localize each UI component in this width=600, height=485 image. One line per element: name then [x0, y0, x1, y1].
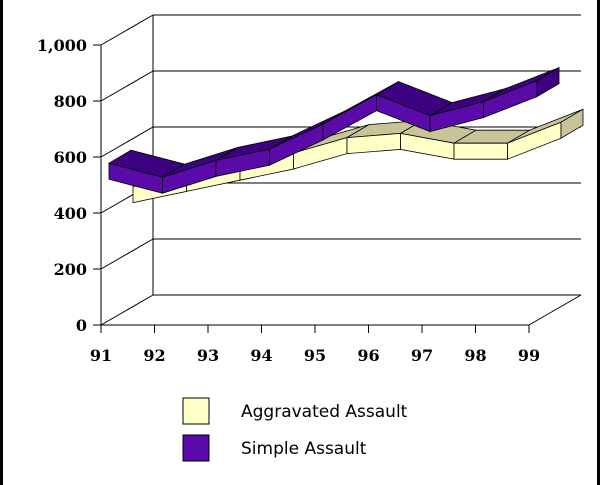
chart: 0 200 400 600 800 1,000 91 92 93 94 95 96 97 98 99 Agg…	[37, 14, 584, 462]
series-aggravated-assault	[132, 108, 584, 204]
chart-walls	[100, 14, 582, 326]
y-tick-label: 1,000	[37, 36, 87, 55]
gridline-left-wall	[100, 126, 154, 158]
gridline-left-wall	[100, 294, 154, 326]
series-simple-assault	[107, 66, 560, 194]
chart-axes: 0 200 400 600 800 1,000 91 92 93 94 95 96 97 98 99	[37, 36, 540, 365]
legend-swatch	[182, 397, 210, 425]
series-front-face	[483, 80, 538, 119]
gridline-left-wall	[100, 238, 154, 270]
y-tick-label: 200	[54, 260, 87, 279]
series-front-face	[507, 121, 562, 160]
legend-label: Simple Assault	[241, 439, 367, 459]
floor-right-edge	[528, 294, 582, 326]
x-tick-label: 95	[304, 346, 326, 365]
x-tick-label: 91	[90, 346, 112, 365]
gridline-left-wall	[100, 14, 154, 46]
x-tick-label: 92	[143, 346, 165, 365]
y-tick-label: 0	[76, 316, 87, 335]
y-tick-label: 800	[54, 92, 87, 111]
x-tick-label: 96	[357, 346, 379, 365]
x-tick-label: 94	[250, 346, 272, 365]
chart-series	[107, 66, 584, 204]
legend-swatch	[182, 434, 210, 462]
y-tick-label: 400	[54, 204, 87, 223]
series-end-cap	[560, 108, 584, 139]
y-tick-label: 600	[54, 148, 87, 167]
x-tick-label: 98	[464, 346, 486, 365]
x-tick-label: 93	[197, 346, 219, 365]
gridline-left-wall	[100, 70, 154, 102]
legend-label: Aggravated Assault	[241, 402, 408, 422]
legend: Aggravated Assault Simple Assault	[182, 397, 408, 462]
x-tick-label: 99	[518, 346, 540, 365]
x-tick-label: 97	[411, 346, 433, 365]
series-end-cap	[536, 66, 560, 98]
series-front-face	[453, 142, 508, 160]
